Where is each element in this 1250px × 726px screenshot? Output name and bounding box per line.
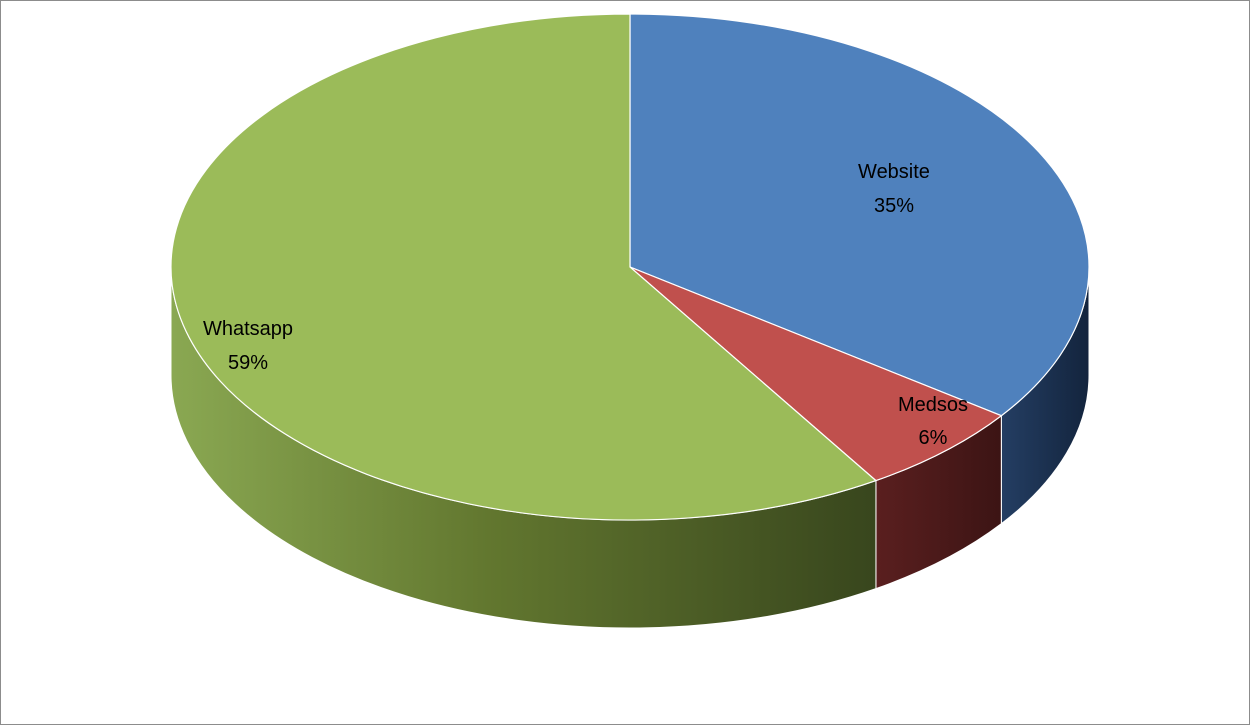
slice-medsos [629, 266, 1003, 482]
slice-label-medsos-pct: 6% [919, 427, 948, 449]
pie-labels: Website 35% Medsos 6% Whatsapp 59% [203, 161, 968, 449]
slice-website [629, 13, 1090, 417]
slice-label-website-name: Website [858, 161, 930, 183]
pie-tops [170, 13, 1090, 521]
slice-whatsapp [170, 13, 878, 521]
slice-label-website-pct: 35% [874, 195, 914, 217]
slice-label-whatsapp-pct: 59% [228, 352, 268, 374]
slice-label-whatsapp-name: Whatsapp [203, 318, 293, 340]
slice-label-medsos-name: Medsos [898, 394, 968, 416]
